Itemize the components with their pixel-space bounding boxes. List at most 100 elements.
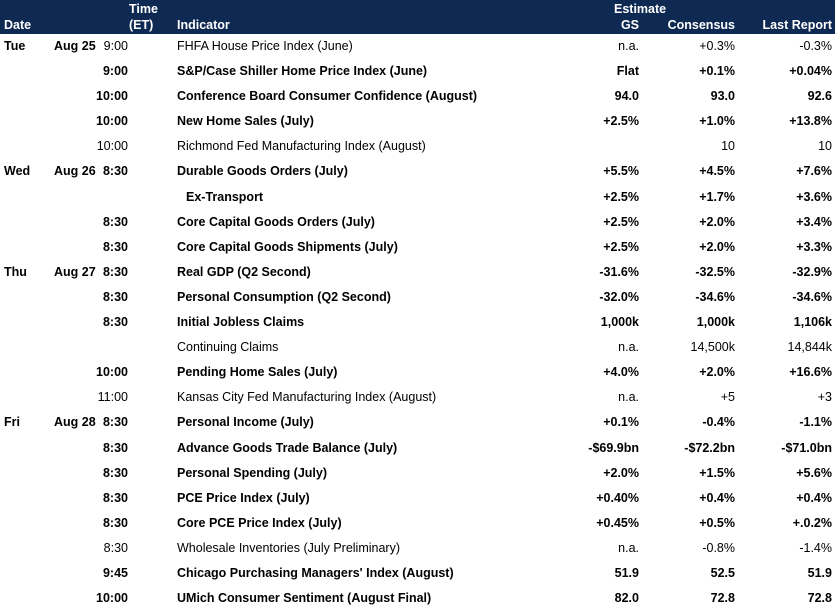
row-gs-estimate: 1,000k [600,315,639,330]
row-gs-estimate: Flat [616,64,639,79]
row-time: 11:00 [97,390,128,405]
row-last-report: 72.8 [807,591,832,606]
row-last-report: -0.3% [799,39,832,53]
table-row: 8:30 Wholesale Inventories (July Prelimin… [0,536,835,561]
table-row: 10:00 UMich Consumer Sentiment (August Fi… [0,586,835,611]
row-gs-estimate: n.a. [618,390,639,405]
header-time-line1: Time [129,2,158,16]
row-consensus: +0.3% [699,39,735,53]
row-time: 8:30 [102,164,128,179]
header-gs: GS [620,18,639,32]
row-indicator: Chicago Purchasing Managers' Index (Augu… [177,565,454,580]
row-consensus: 1,000k [696,315,735,330]
row-gs-estimate: +4.0% [603,365,639,380]
row-consensus: +2.0% [699,365,735,380]
row-gs-estimate: +0.45% [596,515,639,530]
row-time: 8:30 [102,515,128,530]
row-gs-estimate: -31.6% [599,264,639,279]
row-time: 8:30 [102,214,128,229]
row-time: 8:30 [102,315,128,330]
row-time: 9:45 [102,565,128,580]
row-time: 10:00 [96,89,128,104]
row-indicator: Personal Consumption (Q2 Second) [177,289,391,304]
row-indicator: S&P/Case Shiller Home Price Index (June) [177,64,428,79]
table-row: Wed Aug 26 8:30 Durable Goods Orders (July)… [0,159,835,184]
row-indicator: Core Capital Goods Orders (July) [177,214,375,229]
table-row: 8:30 Core Capital Goods Orders (July) +2.5… [0,210,835,235]
row-indicator: Core PCE Price Index (July) [177,515,342,530]
row-indicator: Wholesale Inventories (July Preliminary) [177,540,400,555]
table-row: 9:00 S&P/Case Shiller Home Price Index (J… [0,59,835,84]
row-time: 8:30 [102,440,128,455]
header-indicator: Indicator [177,18,230,32]
row-consensus: 52.5 [710,565,735,580]
row-indicator: Ex-Transport [186,189,264,204]
row-gs-estimate: n.a. [618,340,639,355]
row-last-report: +3 [817,390,832,405]
row-consensus: +2.0% [699,214,735,229]
row-last-report: +0.4% [796,490,832,505]
row-gs-estimate: 82.0 [614,591,639,606]
row-consensus: +0.4% [699,490,735,505]
row-day: Wed [4,164,31,179]
row-consensus: 72.8 [710,591,735,606]
row-gs-estimate: +2.5% [603,189,639,204]
row-consensus: 10 [721,139,735,154]
table-row: Fri Aug 28 8:30 Personal Income (July) +0.1%… [0,410,835,435]
table-row: 10:00 New Home Sales (July) +2.5% +1.0% +13.… [0,109,835,134]
row-last-report: +16.6% [789,365,832,380]
row-date: Aug 27 [54,264,96,279]
table-row: 8:30 Personal Consumption (Q2 Second) -32.… [0,285,835,310]
row-indicator: Richmond Fed Manufacturing Index (August… [177,139,426,154]
row-indicator: New Home Sales (July) [177,114,314,129]
row-consensus: +2.0% [699,239,735,254]
row-indicator: Core Capital Goods Shipments (July) [177,239,398,254]
row-last-report: +7.6% [796,164,832,179]
table-body: Tue Aug 25 9:00 FHFA House Price Index (Jun… [0,34,835,611]
header-estimate: Estimate [614,2,667,16]
row-gs-estimate: n.a. [618,540,639,555]
row-indicator: Pending Home Sales (July) [177,365,338,380]
row-last-report: +3.6% [796,189,832,204]
row-indicator: Advance Goods Trade Balance (July) [177,440,398,455]
row-consensus: +0.1% [699,64,735,79]
row-day: Fri [4,415,20,430]
row-consensus: +4.5% [699,164,735,179]
row-indicator: Real GDP (Q2 Second) [177,264,311,279]
row-last-report: +0.04% [789,64,832,79]
header-date: Date [4,18,32,32]
row-day: Thu [4,264,27,279]
row-consensus: +0.5% [699,515,735,530]
row-last-report: 51.9 [807,565,832,580]
row-last-report: +5.6% [796,465,832,480]
row-indicator: Personal Spending (July) [177,465,328,480]
table-row: 10:00 Richmond Fed Manufacturing Index (A… [0,134,835,159]
row-consensus: -0.4% [702,415,735,430]
header-time-line2: (ET) [129,18,154,32]
row-last-report: +.0.2% [792,515,832,530]
row-gs-estimate: 94.0 [614,89,639,104]
table-row: 8:30 Initial Jobless Claims 1,000k 1,000k 1,… [0,310,835,335]
row-time: 9:00 [102,64,128,79]
row-consensus: +5 [720,390,735,405]
row-consensus: -32.5% [695,264,735,279]
row-indicator: FHFA House Price Index (June) [177,39,353,53]
row-time: 8:30 [102,415,128,430]
row-time: 8:30 [102,465,128,480]
row-consensus: -0.8% [702,540,735,555]
row-consensus: 14,500k [690,340,735,355]
table-row: Ex-Transport +2.5% +1.7% +3.6% [0,185,835,210]
row-last-report: -$71.0bn [781,440,832,455]
row-time: 10:00 [96,365,128,380]
header-last-report: Last Report [762,18,832,32]
row-indicator: Conference Board Consumer Confidence (Au… [177,89,478,104]
row-indicator: Continuing Claims [177,340,279,355]
row-time: 8:30 [102,490,128,505]
table-row: 8:30 PCE Price Index (July) +0.40% +0.4% +0.… [0,486,835,511]
row-indicator: Durable Goods Orders (July) [177,164,348,179]
row-time: 8:30 [102,264,128,279]
row-consensus: 93.0 [710,89,735,104]
row-gs-estimate: 51.9 [614,565,639,580]
row-gs-estimate: +2.5% [603,114,639,129]
